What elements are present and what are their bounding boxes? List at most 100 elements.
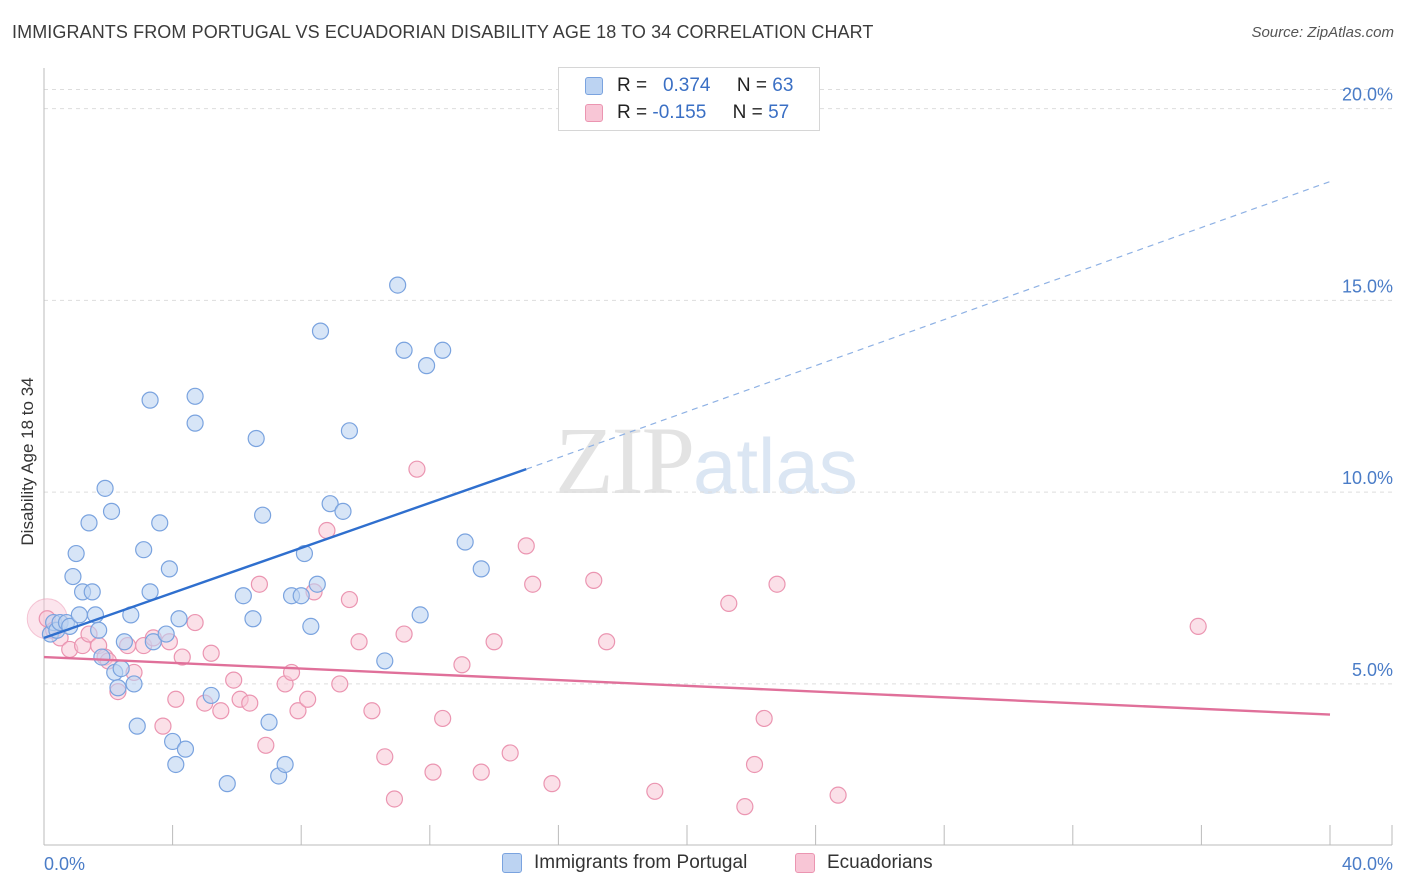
data-point-ecuadorians: [385, 790, 404, 808]
data-point-ecuadorians: [472, 763, 490, 781]
data-point-portugal: [157, 625, 175, 643]
data-point-ecuadorians: [241, 694, 259, 712]
data-point-ecuadorians: [289, 702, 307, 720]
legend-r-label: R =: [617, 75, 648, 96]
data-point-portugal: [170, 610, 188, 628]
data-point-ecuadorians: [299, 690, 317, 708]
data-point-portugal: [167, 755, 185, 774]
watermark: ZIPatlas: [555, 405, 858, 516]
data-point-ecuadorians: [755, 709, 773, 728]
data-point-ecuadorians: [646, 782, 664, 800]
data-point-ecuadorians: [202, 644, 220, 662]
data-point-ecuadorians: [186, 613, 204, 632]
data-point-ecuadorians: [829, 786, 847, 804]
data-point-ecuadorians: [250, 575, 269, 593]
data-point-portugal: [292, 587, 310, 605]
trend-line-ecuadorians: [43, 655, 1331, 716]
data-point-ecuadorians: [745, 755, 764, 774]
data-point-ecuadorians: [434, 709, 452, 728]
series-ecuadorians: [26, 460, 1207, 816]
legend-swatch-pink: [585, 104, 603, 122]
data-point-portugal: [176, 740, 195, 758]
data-point-portugal: [80, 514, 98, 532]
legend-label-ecuadorians: Ecuadorians: [827, 852, 933, 873]
data-point-ecuadorians: [408, 460, 426, 478]
chart-title: IMMIGRANTS FROM PORTUGAL VS ECUADORIAN D…: [12, 22, 874, 42]
data-point-portugal: [411, 606, 429, 624]
axes: [43, 68, 1393, 846]
data-point-ecuadorians: [585, 571, 603, 589]
data-point-portugal: [302, 617, 320, 636]
data-point-portugal: [186, 414, 204, 432]
y-tick-label: 20.0%: [1342, 85, 1393, 105]
legend-swatch-pink: [795, 853, 815, 873]
data-point-ecuadorians: [395, 625, 413, 643]
data-point-portugal: [311, 322, 330, 340]
data-point-portugal: [64, 567, 82, 586]
data-point-ecuadorians: [154, 717, 172, 735]
data-point-portugal: [164, 732, 182, 751]
series-immigrants-from-portugal: [41, 276, 490, 793]
data-point-ecuadorians: [485, 633, 503, 651]
y-tick-label: 5.0%: [1352, 660, 1393, 680]
data-point-portugal: [141, 391, 159, 409]
legend-n-value: 63: [772, 75, 794, 96]
legend-swatch-blue: [585, 77, 603, 95]
data-point-portugal: [70, 606, 88, 624]
data-point-ecuadorians: [736, 798, 754, 816]
data-point-portugal: [395, 341, 413, 359]
data-point-ecuadorians: [173, 648, 191, 666]
data-point-ecuadorians: [257, 736, 275, 754]
legend-row-portugal: R = 0.374 N = 63: [585, 74, 793, 98]
data-point-ecuadorians: [720, 594, 738, 612]
data-point-portugal: [456, 533, 474, 551]
data-point-ecuadorians: [225, 671, 243, 689]
data-point-portugal: [144, 633, 162, 651]
x-tick-label-min: 0.0%: [44, 854, 85, 874]
x-tick-label-max: 40.0%: [1342, 854, 1393, 874]
data-point-ecuadorians: [167, 690, 185, 708]
legend-n-value: 57: [768, 102, 790, 123]
data-point-ecuadorians: [453, 656, 471, 674]
data-point-portugal: [112, 659, 130, 678]
legend-n-label: N =: [736, 75, 768, 96]
legend-n-label: N =: [732, 102, 763, 123]
data-point-portugal: [102, 502, 121, 520]
data-point-ecuadorians: [517, 537, 535, 555]
data-point-portugal: [83, 583, 101, 601]
data-point-portugal: [96, 479, 114, 497]
data-point-ecuadorians: [1189, 617, 1207, 636]
data-point-portugal: [186, 387, 204, 405]
data-point-ecuadorians: [363, 702, 381, 720]
y-axis-label: Disability Age 18 to 34: [18, 377, 37, 545]
data-point-ecuadorians: [524, 575, 542, 593]
data-point-portugal: [389, 276, 407, 294]
trend-line-portugal-projection: [526, 180, 1331, 470]
data-point-portugal: [376, 652, 394, 670]
data-point-portugal: [67, 544, 85, 563]
data-point-ecuadorians: [350, 633, 368, 651]
data-point-portugal: [244, 610, 262, 628]
watermark-atlas: atlas: [693, 422, 858, 510]
data-point-ecuadorians: [768, 575, 786, 593]
data-point-ecuadorians: [340, 590, 359, 609]
trend-line-portugal: [43, 468, 527, 640]
data-point-portugal: [151, 514, 169, 532]
data-point-portugal: [417, 357, 436, 375]
legend-r-value: -0.155: [652, 102, 707, 123]
watermark-zip: ZIP: [555, 407, 695, 514]
trend-lines: [43, 180, 1331, 716]
series-legend: Immigrants from Portugal Ecuadorians: [0, 852, 1406, 878]
y-tick-label: 10.0%: [1342, 468, 1393, 488]
legend-r-label: R =: [617, 102, 648, 123]
data-point-ecuadorians: [212, 702, 230, 720]
legend-label-portugal: Immigrants from Portugal: [534, 852, 748, 873]
data-point-portugal: [340, 422, 359, 440]
data-point-ecuadorians: [331, 675, 349, 693]
data-point-portugal: [434, 341, 452, 359]
legend-row-ecuadorians: R = -0.155 N = 57: [585, 101, 789, 125]
data-point-portugal: [115, 633, 133, 651]
stats-legend: R = 0.374 N = 63 R = -0.155 N = 57: [558, 67, 820, 131]
data-point-ecuadorians: [598, 633, 616, 651]
data-point-portugal: [276, 755, 294, 774]
